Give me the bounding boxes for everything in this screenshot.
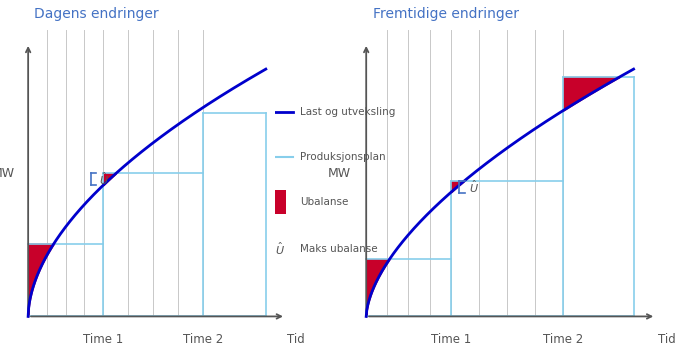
Text: MW: MW bbox=[0, 167, 14, 180]
Text: Dagens endringer: Dagens endringer bbox=[34, 7, 159, 21]
Text: $\hat{U}$: $\hat{U}$ bbox=[275, 241, 286, 257]
Text: Fremtidige endringer: Fremtidige endringer bbox=[373, 7, 519, 21]
Text: Time 1: Time 1 bbox=[431, 333, 471, 346]
Text: MW: MW bbox=[327, 167, 351, 180]
Text: Last og utveksling: Last og utveksling bbox=[300, 107, 396, 117]
Text: Maks ubalanse: Maks ubalanse bbox=[300, 244, 378, 254]
Text: $\hat{U}$: $\hat{U}$ bbox=[469, 179, 479, 195]
Text: $\hat{U}$: $\hat{U}$ bbox=[100, 171, 109, 187]
Text: Time 2: Time 2 bbox=[543, 333, 583, 346]
Text: Tid: Tid bbox=[658, 333, 675, 346]
Text: Produksjonsplan: Produksjonsplan bbox=[300, 152, 386, 162]
Text: Time 1: Time 1 bbox=[83, 333, 123, 346]
Text: Ubalanse: Ubalanse bbox=[300, 197, 349, 207]
Text: Tid: Tid bbox=[287, 333, 305, 346]
Text: Time 2: Time 2 bbox=[183, 333, 224, 346]
